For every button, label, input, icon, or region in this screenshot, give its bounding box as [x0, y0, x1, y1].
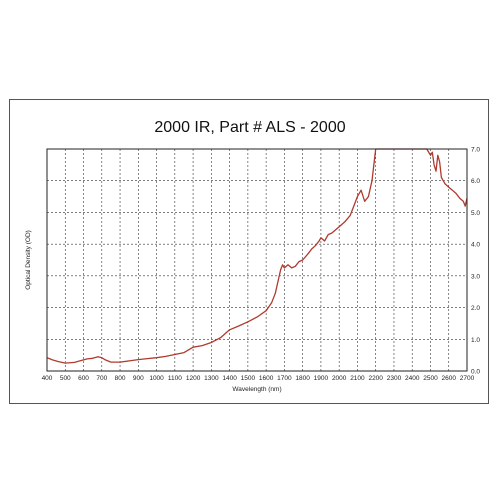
series-line [46, 148, 468, 364]
x-tick-label: 1100 [168, 375, 182, 382]
y-axis-label: Optical Density (OD) [25, 230, 32, 290]
y-tick-label: 6.0 [471, 178, 480, 185]
y-tick-label: 1.0 [471, 337, 480, 344]
x-tick-label: 2100 [350, 375, 365, 382]
x-tick-label: 2500 [423, 375, 438, 382]
y-tick-label: 2.0 [471, 305, 480, 312]
x-tick-label: 1200 [186, 375, 201, 382]
x-tick-label: 400 [42, 375, 53, 382]
x-tick-label: 2200 [368, 375, 383, 382]
x-tick-label: 2000 [332, 375, 347, 382]
x-tick-label: 800 [115, 375, 126, 382]
y-tick-label: 3.0 [471, 273, 480, 280]
x-axis-label: Wavelength (nm) [232, 386, 281, 393]
x-tick-label: 2700 [460, 375, 475, 382]
x-tick-label: 700 [96, 375, 107, 382]
chart-frame [9, 99, 489, 404]
x-tick-label: 600 [78, 375, 89, 382]
tick-layer: 400 500 600 700 800 900 1000 1100 1200 1300 1400 15… [42, 147, 481, 383]
x-tick-label: 1500 [241, 375, 256, 382]
x-tick-label: 2300 [387, 375, 402, 382]
y-tick-label: 5.0 [471, 210, 480, 217]
series-layer [46, 148, 468, 364]
y-tick-label: 0.0 [471, 369, 480, 376]
plot-border [46, 148, 468, 372]
x-tick-label: 1400 [222, 375, 237, 382]
x-tick-label: 1000 [149, 375, 164, 382]
x-tick-label: 2400 [405, 375, 420, 382]
x-tick-label: 1800 [295, 375, 310, 382]
x-tick-label: 1700 [277, 375, 292, 382]
x-tick-label: 2600 [442, 375, 457, 382]
grid-layer [47, 149, 467, 371]
x-tick-label: 500 [60, 375, 71, 382]
x-tick-label: 1900 [314, 375, 329, 382]
x-tick-label: 1300 [204, 375, 219, 382]
x-tick-label: 1600 [259, 375, 274, 382]
y-tick-label: 4.0 [471, 242, 480, 249]
y-tick-label: 7.0 [471, 147, 480, 154]
x-tick-label: 900 [133, 375, 144, 382]
chart-title: 2000 IR, Part # ALS - 2000 [154, 119, 346, 136]
